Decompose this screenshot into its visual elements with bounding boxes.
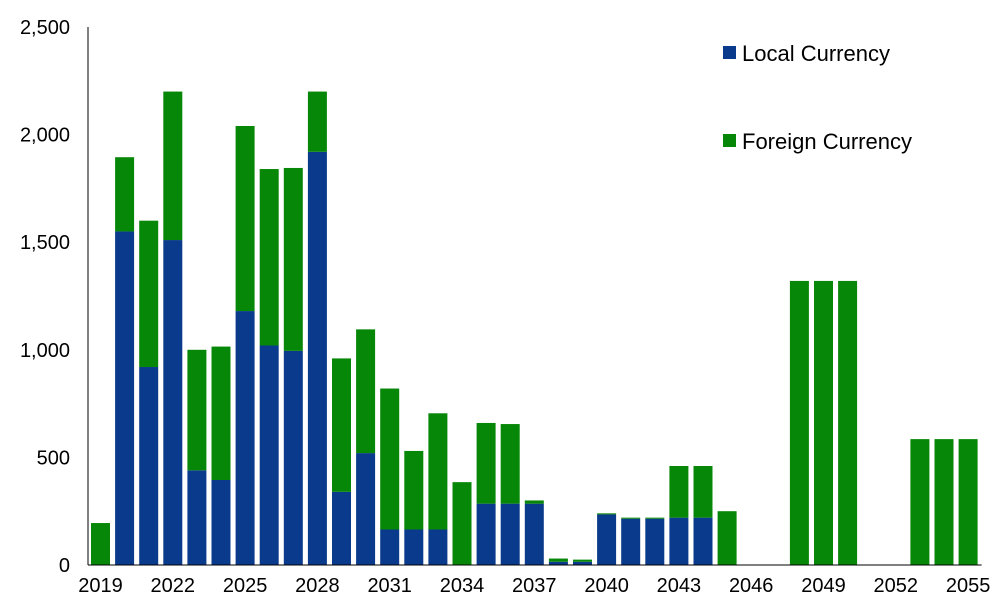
bar-foreign-2042 [645, 517, 665, 519]
bar-foreign-2041 [621, 517, 641, 519]
legend-label: Foreign Currency [742, 129, 912, 154]
bar-local-2024 [211, 479, 231, 565]
bar-local-2041 [621, 518, 641, 565]
bar-local-2027 [283, 350, 303, 565]
bar-local-2029 [332, 491, 351, 565]
bar-local-2036 [500, 503, 520, 565]
bar-foreign-2055 [958, 439, 978, 565]
y-tick-label: 1,500 [20, 232, 70, 254]
y-tick-label: 1,000 [20, 340, 70, 362]
x-tick-label: 2049 [801, 575, 846, 597]
bar-local-2038 [548, 561, 568, 565]
bar-local-2020 [115, 231, 135, 565]
bar-foreign-2040 [597, 513, 617, 515]
bar-foreign-2036 [500, 424, 520, 504]
bar-foreign-2024 [211, 346, 231, 480]
bar-local-2025 [235, 311, 255, 565]
bar-local-2026 [259, 345, 279, 565]
bar-foreign-2049 [814, 280, 833, 565]
bar-local-2028 [307, 151, 327, 566]
legend-label: Local Currency [742, 41, 890, 66]
bar-local-2021 [139, 367, 159, 565]
bar-foreign-2027 [283, 167, 303, 351]
bar-foreign-2034 [452, 482, 472, 565]
y-tick-label: 2,500 [20, 17, 70, 39]
legend-swatch [723, 46, 736, 59]
bar-local-2039 [573, 561, 592, 565]
bar-local-2035 [476, 503, 496, 565]
x-tick-label: 2046 [729, 575, 774, 597]
bar-foreign-2054 [934, 439, 954, 565]
bar-foreign-2019 [91, 523, 110, 565]
bar-foreign-2048 [789, 280, 809, 565]
x-tick-label: 2025 [223, 575, 268, 597]
x-tick-label: 2040 [584, 575, 629, 597]
bar-local-2030 [356, 453, 376, 565]
bar-foreign-2026 [259, 169, 279, 346]
bar-local-2040 [597, 514, 617, 565]
x-tick-label: 2043 [657, 575, 702, 597]
bar-foreign-2038 [548, 558, 568, 562]
bar-foreign-2028 [307, 91, 327, 152]
y-tick-label: 500 [37, 447, 70, 469]
bar-foreign-2025 [235, 125, 255, 312]
bar-foreign-2031 [380, 388, 400, 530]
y-tick-label: 2,000 [20, 125, 70, 147]
bar-foreign-2023 [187, 349, 207, 471]
bar-local-2032 [404, 529, 424, 565]
bar-foreign-2020 [115, 157, 135, 232]
x-tick-label: 2019 [78, 575, 123, 597]
bar-foreign-2043 [669, 466, 689, 518]
x-tick-label: 2037 [512, 575, 557, 597]
bar-local-2033 [428, 529, 448, 565]
bar-local-2031 [380, 529, 400, 565]
bar-foreign-2030 [356, 329, 376, 454]
y-tick-label: 0 [59, 555, 70, 577]
bar-foreign-2022 [163, 91, 183, 241]
bar-local-2044 [693, 517, 713, 565]
bar-foreign-2050 [838, 280, 858, 565]
bar-foreign-2029 [332, 358, 351, 492]
bar-foreign-2045 [717, 511, 737, 565]
bar-local-2043 [669, 517, 689, 565]
bar-foreign-2039 [573, 559, 592, 562]
x-tick-label: 2028 [295, 575, 340, 597]
bar-local-2023 [187, 470, 207, 565]
bar-local-2022 [163, 240, 183, 565]
bar-foreign-2044 [693, 466, 713, 518]
bar-foreign-2032 [404, 450, 424, 530]
x-tick-label: 2034 [440, 575, 485, 597]
x-tick-label: 2031 [367, 575, 412, 597]
legend-swatch [723, 134, 736, 147]
bar-local-2037 [524, 503, 544, 565]
x-tick-label: 2052 [874, 575, 919, 597]
x-tick-label: 2055 [946, 575, 991, 597]
bar-foreign-2053 [910, 439, 930, 565]
bar-foreign-2033 [428, 413, 448, 530]
x-tick-label: 2022 [151, 575, 196, 597]
bar-foreign-2035 [476, 422, 496, 504]
bar-foreign-2021 [139, 220, 159, 368]
bar-foreign-2037 [524, 500, 544, 504]
bar-local-2042 [645, 518, 665, 565]
